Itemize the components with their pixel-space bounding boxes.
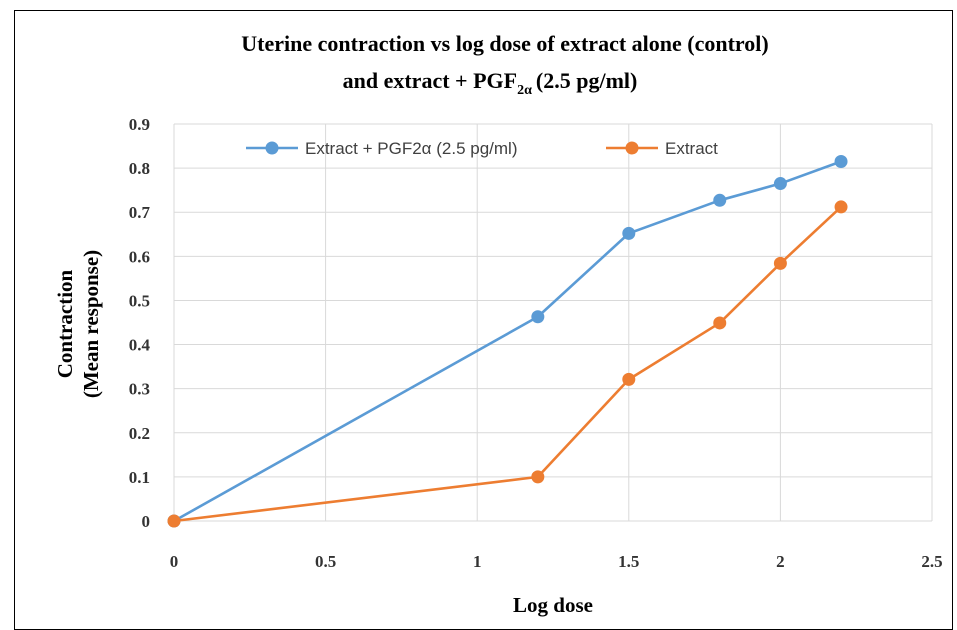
tick-layer: 0 0.1 0.2 0.3 0.4 0.5 0.6 0.7 0.8 0.9 0 0.5 1 1.5 2 2.5 [129, 115, 943, 571]
data-point [773, 177, 787, 191]
data-point [167, 514, 181, 528]
chart-title-suffix: (2.5 pg/ml) [536, 68, 637, 93]
series-layer [167, 154, 848, 528]
grid-layer [173, 123, 933, 522]
x-tick-label: 2.5 [921, 552, 942, 571]
y-tick-label: 0.6 [129, 247, 150, 266]
chart-title-subscript: 2α [517, 83, 532, 98]
y-tick-label: 0.2 [129, 424, 150, 443]
legend-marker [625, 141, 639, 155]
y-tick-label: 0.4 [129, 336, 151, 355]
y-tick-label: 0.9 [129, 115, 150, 134]
chart-title-line1: Uterine contraction vs log dose of extra… [241, 31, 768, 56]
data-point [622, 372, 636, 386]
x-tick-label: 1 [473, 552, 482, 571]
x-tick-label: 0.5 [315, 552, 336, 571]
x-tick-label: 1.5 [618, 552, 639, 571]
data-point [713, 316, 727, 330]
y-tick-label: 0.3 [129, 380, 150, 399]
y-axis-title-line2: (Mean response) [79, 250, 103, 398]
y-tick-label: 0 [142, 512, 151, 531]
y-axis-title-line1: Contraction [53, 269, 77, 378]
y-tick-label: 0.8 [129, 159, 150, 178]
chart-frame [14, 10, 953, 630]
legend: Extract + PGF2α (2.5 pg/ml) Extract [246, 139, 718, 158]
data-point [834, 200, 848, 214]
legend-label: Extract [665, 139, 718, 158]
y-tick-label: 0.5 [129, 291, 150, 310]
chart-title-prefix: and extract + PGF [343, 68, 517, 93]
x-tick-label: 2 [776, 552, 785, 571]
y-tick-label: 0.7 [129, 203, 151, 222]
data-point [531, 310, 545, 324]
data-point [531, 470, 545, 484]
x-tick-label: 0 [170, 552, 179, 571]
series-line [173, 160, 842, 523]
series-line [173, 205, 842, 523]
data-point [773, 256, 787, 270]
chart-title-line2: and extract + PGF2α (2.5 pg/ml) [343, 68, 638, 98]
y-tick-label: 0.1 [129, 468, 150, 487]
legend-label: Extract + PGF2α (2.5 pg/ml) [305, 139, 517, 158]
data-point [834, 154, 848, 168]
data-point [622, 226, 636, 240]
chart-svg: Uterine contraction vs log dose of extra… [53, 31, 943, 617]
legend-marker [265, 141, 279, 155]
data-point [713, 193, 727, 207]
x-axis-title: Log dose [513, 593, 593, 617]
